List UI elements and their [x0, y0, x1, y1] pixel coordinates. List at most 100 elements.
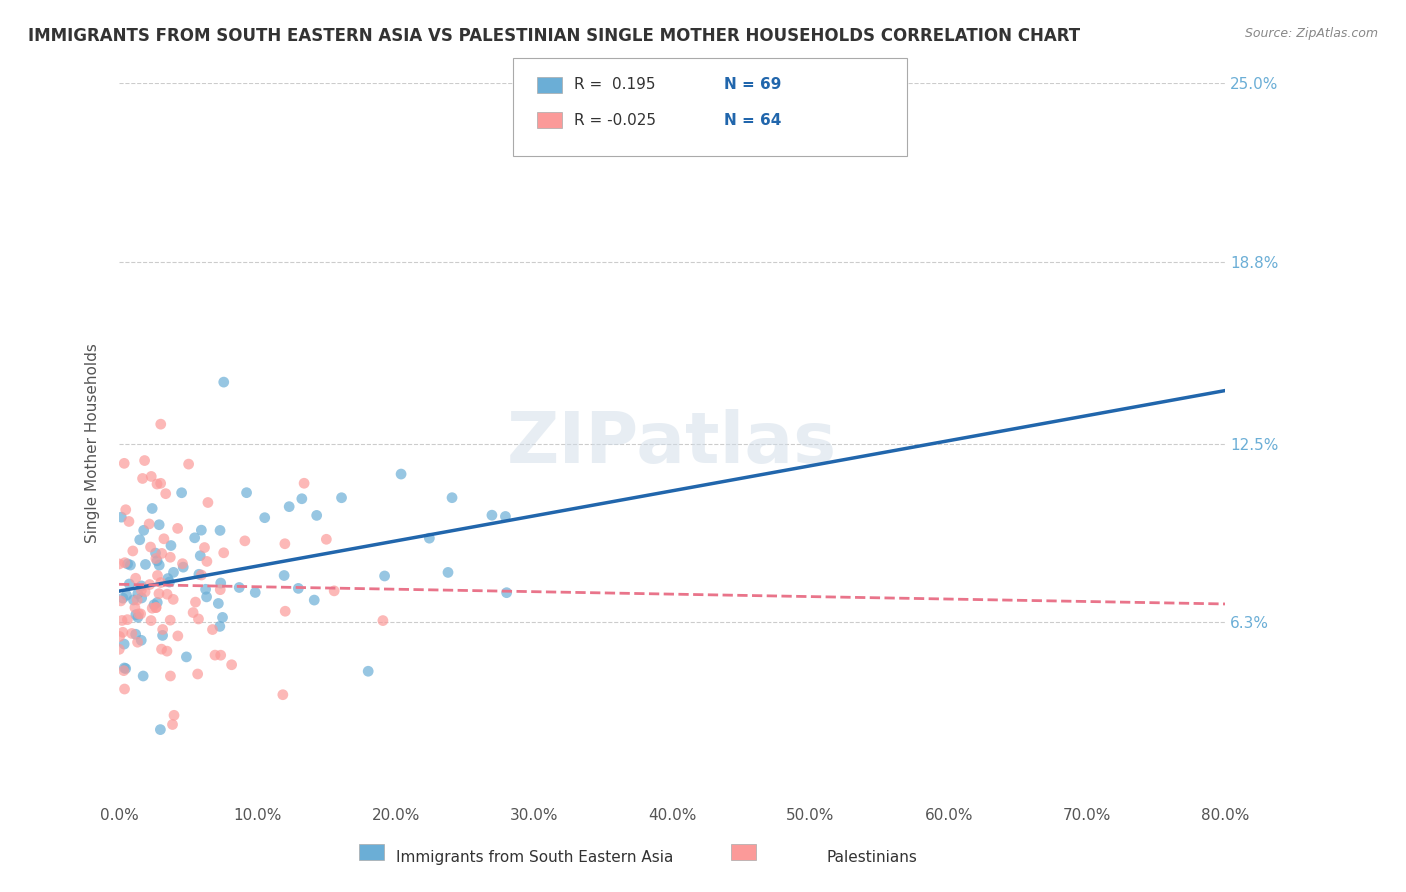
- Point: [121, 544, 143, 558]
- Y-axis label: Single Mother Households: Single Mother Households: [86, 343, 100, 543]
- Point: [183, 531, 205, 545]
- Point: [152, 628, 174, 642]
- Point: [209, 524, 232, 538]
- Point: [197, 495, 219, 509]
- Point: [357, 665, 380, 679]
- Point: [122, 593, 145, 607]
- Point: [117, 613, 139, 627]
- Text: N = 69: N = 69: [724, 78, 782, 92]
- Point: [117, 557, 139, 571]
- Point: [138, 577, 160, 591]
- Point: [209, 582, 232, 597]
- Point: [111, 614, 134, 628]
- Point: [149, 575, 172, 590]
- Point: [184, 595, 207, 609]
- Point: [181, 606, 204, 620]
- Point: [159, 550, 181, 565]
- Point: [145, 600, 167, 615]
- Point: [129, 607, 152, 621]
- Point: [207, 597, 229, 611]
- Point: [172, 560, 194, 574]
- Point: [145, 546, 167, 560]
- Point: [221, 657, 243, 672]
- Point: [162, 566, 184, 580]
- Point: [188, 549, 211, 563]
- Point: [110, 510, 132, 524]
- Point: [211, 610, 233, 624]
- Point: [315, 533, 337, 547]
- Point: [162, 717, 184, 731]
- Point: [187, 612, 209, 626]
- Point: [127, 587, 149, 601]
- Point: [159, 574, 181, 589]
- Point: [187, 667, 209, 681]
- Point: [124, 627, 146, 641]
- Point: [305, 508, 328, 523]
- Point: [190, 523, 212, 537]
- Point: [155, 486, 177, 500]
- Point: [111, 625, 134, 640]
- Point: [271, 688, 294, 702]
- Point: [193, 541, 215, 555]
- Point: [166, 521, 188, 535]
- Point: [195, 590, 218, 604]
- Point: [156, 644, 179, 658]
- Text: IMMIGRANTS FROM SOUTH EASTERN ASIA VS PALESTINIAN SINGLE MOTHER HOUSEHOLDS CORRE: IMMIGRANTS FROM SOUTH EASTERN ASIA VS PA…: [28, 27, 1080, 45]
- Point: [131, 583, 153, 598]
- Point: [437, 566, 460, 580]
- Point: [176, 649, 198, 664]
- Point: [146, 477, 169, 491]
- Point: [134, 453, 156, 467]
- Point: [228, 581, 250, 595]
- Point: [195, 554, 218, 568]
- Point: [108, 630, 131, 644]
- Point: [150, 642, 173, 657]
- Point: [304, 593, 326, 607]
- Point: [292, 476, 315, 491]
- Point: [112, 664, 135, 678]
- Point: [287, 582, 309, 596]
- Text: Immigrants from South Eastern Asia: Immigrants from South Eastern Asia: [395, 850, 673, 865]
- Point: [138, 516, 160, 531]
- Point: [389, 467, 412, 481]
- Point: [481, 508, 503, 523]
- Point: [374, 569, 396, 583]
- Point: [495, 585, 517, 599]
- Point: [124, 600, 146, 615]
- Point: [108, 642, 131, 657]
- Point: [114, 681, 136, 696]
- Point: [156, 587, 179, 601]
- Point: [149, 476, 172, 491]
- Point: [212, 375, 235, 389]
- Point: [323, 583, 346, 598]
- Point: [128, 607, 150, 621]
- Point: [291, 491, 314, 506]
- Point: [418, 531, 440, 545]
- Point: [172, 557, 194, 571]
- Text: Palestinians: Palestinians: [827, 850, 917, 865]
- Point: [150, 546, 173, 560]
- Point: [112, 637, 135, 651]
- Point: [273, 568, 295, 582]
- Point: [139, 614, 162, 628]
- Point: [148, 587, 170, 601]
- Point: [114, 662, 136, 676]
- Point: [128, 533, 150, 547]
- Point: [127, 593, 149, 607]
- Point: [112, 661, 135, 675]
- Point: [114, 502, 136, 516]
- Point: [118, 515, 141, 529]
- Point: [278, 500, 301, 514]
- Point: [149, 723, 172, 737]
- Point: [494, 509, 516, 524]
- Point: [127, 610, 149, 624]
- Point: [131, 579, 153, 593]
- Point: [212, 546, 235, 560]
- Point: [194, 582, 217, 597]
- Text: ZIPatlas: ZIPatlas: [508, 409, 837, 478]
- Point: [115, 588, 138, 602]
- Point: [209, 576, 232, 591]
- Point: [146, 595, 169, 609]
- Point: [139, 540, 162, 554]
- Point: [274, 604, 297, 618]
